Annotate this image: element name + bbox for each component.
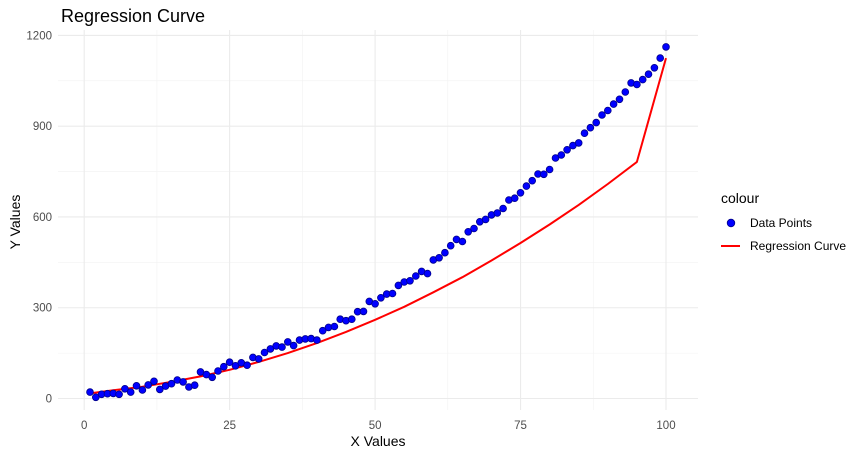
data-point (220, 362, 228, 371)
data-point (254, 355, 263, 363)
data-point (470, 224, 478, 233)
data-point (138, 386, 147, 394)
data-point (621, 88, 630, 96)
data-point (347, 315, 356, 324)
data-point (423, 269, 432, 278)
data-point (528, 176, 536, 185)
data-point (126, 388, 135, 396)
x-tick-label: 100 (656, 420, 675, 432)
grid-lines (58, 30, 698, 410)
data-point (278, 343, 286, 351)
data-point (650, 64, 659, 72)
regression-curve-line (89, 57, 667, 395)
legend-point-icon (726, 218, 736, 228)
data-point (510, 194, 519, 203)
data-point (539, 170, 548, 179)
data-point (371, 299, 379, 308)
data-point (121, 384, 129, 393)
data-point (406, 276, 414, 285)
data-point (92, 393, 100, 402)
y-tick-label: 300 (33, 303, 52, 315)
data-point (394, 281, 403, 290)
data-point (609, 100, 618, 108)
data-point (231, 361, 240, 370)
x-tick-label: 0 (81, 420, 87, 432)
regression-curve-layer (89, 57, 667, 395)
data-point (208, 373, 217, 382)
data-point (313, 336, 321, 344)
data-point (598, 111, 606, 119)
data-point (359, 307, 368, 316)
y-axis-ticks: 0 300 600 900 1200 (26, 30, 52, 405)
legend: colour Data Points Regression Curve (721, 190, 846, 253)
data-point (441, 248, 449, 257)
data-point (156, 385, 164, 394)
data-point (243, 361, 251, 370)
data-point (499, 204, 507, 213)
x-tick-label: 25 (223, 420, 236, 432)
data-point (260, 348, 269, 357)
data-point (132, 381, 141, 390)
y-tick-label: 600 (33, 212, 52, 224)
data-point (592, 118, 600, 127)
data-point (289, 341, 298, 350)
data-point (557, 151, 566, 159)
data-point (435, 253, 443, 262)
legend-label-regression-curve: Regression Curve (750, 239, 846, 253)
y-tick-label: 1200 (26, 30, 52, 42)
data-point (586, 123, 595, 132)
data-point (551, 154, 560, 162)
x-axis-title: X Values (351, 433, 406, 449)
data-point (266, 345, 275, 353)
data-point (190, 381, 199, 390)
x-tick-label: 50 (369, 420, 382, 432)
legend-label-data-points: Data Points (750, 216, 812, 230)
data-points-layer (86, 43, 670, 402)
data-point (545, 165, 554, 174)
data-point (179, 378, 187, 386)
data-point (522, 182, 531, 190)
data-point (144, 381, 153, 389)
data-point (580, 129, 589, 138)
data-point (656, 54, 664, 62)
data-point (388, 289, 397, 298)
x-tick-label: 75 (514, 420, 527, 432)
data-point (167, 379, 176, 388)
data-point (662, 43, 670, 51)
data-point (516, 189, 525, 197)
x-axis-ticks: 0 25 50 75 100 (81, 420, 676, 432)
data-point (318, 326, 327, 335)
data-point (330, 322, 339, 331)
y-axis-title: Y Values (7, 195, 23, 250)
y-tick-label: 0 (46, 394, 52, 406)
data-point (481, 215, 490, 224)
data-point (638, 75, 647, 84)
data-point (574, 139, 583, 147)
data-point (86, 388, 94, 396)
y-tick-label: 900 (33, 121, 52, 133)
data-point (603, 106, 612, 115)
data-point (150, 377, 158, 386)
chart-title: Regression Curve (61, 6, 205, 26)
data-point (633, 80, 641, 89)
data-point (283, 338, 292, 346)
data-point (377, 293, 385, 302)
data-point (615, 95, 624, 104)
legend-title: colour (721, 190, 759, 206)
data-point (464, 228, 473, 236)
data-point (115, 390, 123, 399)
data-point (644, 70, 653, 78)
data-point (411, 272, 420, 280)
data-point (446, 241, 455, 250)
data-point (458, 237, 467, 246)
data-point (493, 209, 502, 217)
data-point (225, 358, 234, 367)
data-point (214, 367, 222, 375)
data-point (563, 146, 571, 154)
